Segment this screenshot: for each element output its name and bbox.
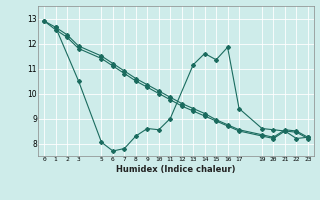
- X-axis label: Humidex (Indice chaleur): Humidex (Indice chaleur): [116, 165, 236, 174]
